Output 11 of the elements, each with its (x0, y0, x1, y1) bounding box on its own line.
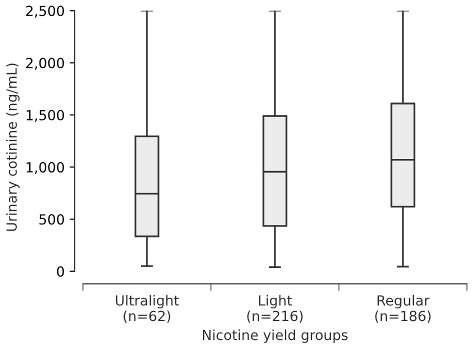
y-tick-label: 1,000 (26, 162, 64, 174)
y-tick-label: 0 (56, 266, 64, 277)
x-tick-label: Light (n=216) (247, 294, 303, 323)
y-tick-label: 500 (39, 214, 64, 225)
x-axis-title: Nicotine yield groups (202, 329, 348, 343)
x-tick-label: Ultralight (n=62) (116, 294, 179, 323)
y-tick-label: 2,500 (26, 6, 64, 18)
y-axis-title: Urinary cotinine (ng/mL) (6, 64, 20, 231)
y-tick-label: 2,000 (26, 58, 64, 70)
x-tick-label: Regular (n=186) (375, 294, 431, 323)
y-tick-label: 1,500 (26, 110, 64, 122)
